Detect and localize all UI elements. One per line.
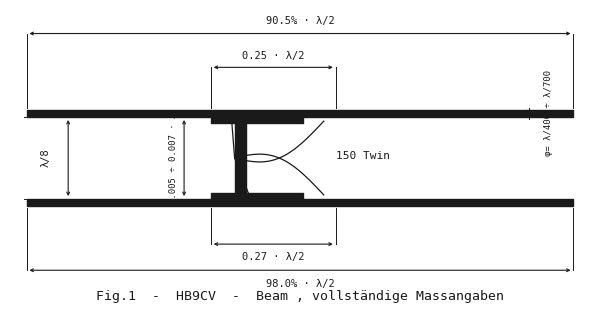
Text: 98.0% · λ/2: 98.0% · λ/2 (266, 280, 334, 290)
Text: λ/8: λ/8 (41, 149, 50, 167)
Text: 0.25 · λ/2: 0.25 · λ/2 (242, 51, 304, 61)
Text: Fig.1  -  HB9CV  -  Beam , vollständige Massangaben: Fig.1 - HB9CV - Beam , vollständige Mass… (96, 290, 504, 303)
Text: 150 Twin: 150 Twin (335, 151, 389, 162)
Text: 0.27 · λ/2: 0.27 · λ/2 (242, 252, 304, 262)
Text: φ= λ/400 ÷ λ/700: φ= λ/400 ÷ λ/700 (544, 70, 553, 156)
Text: 0.005 ÷ 0.007 · λ: 0.005 ÷ 0.007 · λ (169, 112, 178, 204)
Text: 90.5% · λ/2: 90.5% · λ/2 (266, 16, 334, 26)
